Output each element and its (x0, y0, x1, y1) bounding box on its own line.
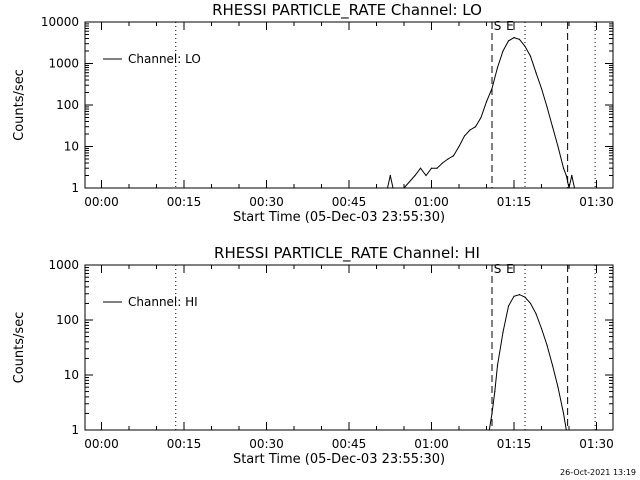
x-tick-label: 01:30 (579, 195, 614, 209)
data-point (518, 294, 521, 296)
y-tick-label: 1 (71, 423, 79, 437)
chart-panel-lo: RHESSI PARTICLE_RATE Channel: LO Start T… (12, 1, 614, 225)
marker-label: S (494, 19, 502, 33)
x-tick-label: 00:15 (167, 437, 202, 451)
x-axis-label: Start Time (05-Dec-03 23:55:30) (233, 210, 445, 225)
marker-label: E (506, 262, 514, 276)
data-point (419, 167, 422, 169)
data-point (565, 429, 567, 431)
plot-frame (84, 264, 614, 431)
data-point (485, 101, 488, 103)
data-point (568, 187, 570, 189)
data-point (491, 412, 493, 414)
data-point (480, 116, 482, 119)
data-point (546, 106, 548, 108)
data-point (488, 429, 490, 431)
data-point (551, 126, 554, 128)
data-point (496, 66, 499, 69)
x-tick-label: 00:45 (332, 437, 367, 451)
data-point (571, 174, 573, 177)
data-point (535, 72, 537, 74)
data-point (452, 155, 455, 157)
data-point (565, 174, 567, 177)
data-point (469, 129, 471, 131)
y-tick-label: 1000 (48, 57, 79, 71)
data-point (502, 331, 504, 333)
y-tick-label: 1 (71, 181, 79, 195)
chart-title: RHESSI PARTICLE_RATE Channel: HI (214, 244, 480, 263)
x-tick-label: 00:30 (249, 437, 284, 451)
data-point (496, 364, 499, 366)
y-tick-label: 10000 (41, 15, 79, 29)
y-axis-label: Counts/sec (12, 69, 27, 141)
data-point (403, 187, 405, 189)
data-point (463, 135, 466, 137)
data-point (447, 158, 449, 160)
x-tick-label: 01:00 (414, 437, 449, 451)
data-point (507, 40, 510, 42)
x-tick-label: 00:45 (332, 195, 367, 209)
series-line (387, 37, 575, 189)
legend-label: Channel: LO (128, 52, 201, 66)
data-point (551, 364, 554, 366)
marker-label: S (494, 262, 502, 276)
data-point (392, 187, 394, 189)
data-point (491, 87, 493, 90)
data-point (425, 174, 427, 177)
x-tick-label: 00:00 (84, 437, 119, 451)
data-point (557, 145, 559, 148)
data-point (573, 187, 576, 189)
x-axis-label: Start Time (05-Dec-03 23:55:30) (233, 452, 445, 467)
x-tick-label: 00:15 (167, 195, 202, 209)
y-tick-label: 100 (56, 98, 79, 112)
chart-panel-hi: RHESSI PARTICLE_RATE Channel: HI Start T… (12, 244, 614, 467)
x-tick-label: 01:00 (414, 195, 449, 209)
data-point (414, 174, 416, 177)
x-tick-label: 01:15 (497, 195, 532, 209)
x-tick-label: 01:15 (497, 437, 532, 451)
data-point (494, 391, 496, 393)
data-point (529, 55, 532, 57)
y-tick-label: 10 (64, 368, 79, 382)
data-point (436, 167, 438, 169)
y-tick-label: 100 (56, 313, 79, 327)
legend-label: Channel: HI (128, 295, 198, 309)
data-point (524, 45, 526, 47)
data-point (458, 145, 460, 148)
data-point (562, 167, 565, 169)
data-point (562, 412, 565, 414)
y-axis-label: Counts/sec (12, 312, 27, 384)
data-point (386, 187, 389, 189)
data-point (540, 327, 543, 330)
data-point (474, 126, 477, 128)
marker-label: E (506, 19, 514, 33)
x-tick-label: 01:30 (579, 437, 614, 451)
data-point (540, 87, 543, 90)
x-tick-label: 00:30 (249, 195, 284, 209)
plot-frame (84, 21, 614, 189)
data-point (529, 302, 532, 304)
data-point (524, 296, 526, 298)
data-point (389, 174, 391, 177)
data-point (557, 386, 559, 388)
data-point (513, 295, 515, 297)
data-point (507, 305, 510, 307)
chart-title: RHESSI PARTICLE_RATE Channel: LO (212, 1, 482, 20)
data-point (502, 50, 504, 52)
series-line (488, 294, 567, 431)
data-point (518, 38, 521, 41)
timestamp: 26-Oct-2021 13:19 (560, 468, 636, 477)
y-tick-label: 10 (64, 140, 79, 154)
x-tick-label: 00:00 (84, 195, 119, 209)
data-point (535, 313, 537, 315)
data-point (546, 344, 548, 346)
data-point (441, 162, 444, 164)
data-point (513, 37, 515, 39)
y-tick-label: 1000 (48, 258, 79, 272)
data-point (430, 167, 433, 169)
